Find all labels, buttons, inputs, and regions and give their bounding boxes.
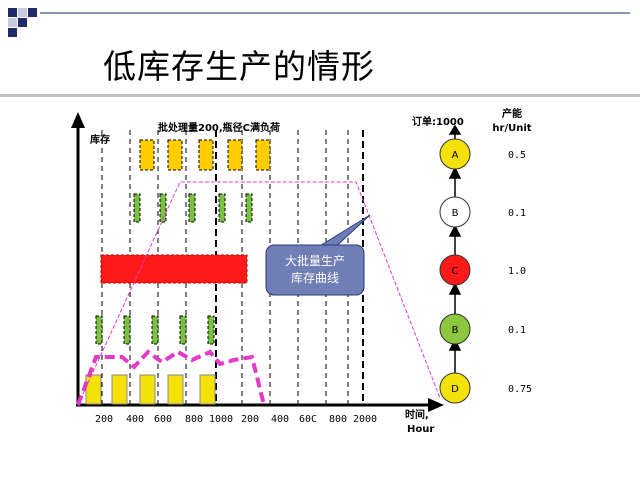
y-axis-label: 库存 [90,133,110,146]
station-b-lower-batches [95,315,215,345]
flow-arrows [448,124,462,373]
y-axis-arrow [71,112,85,128]
mass-production-curve [77,181,441,406]
node-b-upper [439,196,471,228]
x-unit-label: 时间, [405,408,429,421]
x-tick-label: 200 [241,414,259,425]
slide-title: 低库存生产的情形 [103,47,375,86]
capacity-values: 0.5 0.1 1.0 0.1 0.75 [508,150,532,395]
process-nodes: A B C B D [439,138,471,404]
low-inventory-curve [76,349,266,406]
node-d-letter: D [451,384,459,395]
x-unit-label-hour: Hour [407,424,434,435]
callout-line-1: 大批量生产 [285,253,345,268]
callout-bubble [265,214,371,296]
station-d-batches [85,374,216,405]
node-c-letter: C [452,266,459,277]
node-a-letter: A [452,150,459,161]
station-b-upper-batches [133,193,253,223]
capacity-d: 0.75 [508,384,532,395]
x-tick-label: 1000 [209,414,233,425]
title-divider [0,94,640,97]
x-axis-arrow [428,398,444,412]
station-a-batches [139,139,271,171]
order-label: 订单:1000 [412,115,464,128]
chart-header: 批处理量200,瓶径C满负荷 [158,121,280,134]
capacity-b-upper: 0.1 [508,208,526,219]
x-tick-label: 200 [95,414,113,425]
capacity-c: 1.0 [508,266,526,277]
node-b-lower-letter: B [452,325,459,336]
x-tick-label: 60C [299,414,317,425]
corner-decoration [8,8,630,37]
x-tick-label: 400 [126,414,144,425]
x-tick-label: 400 [271,414,289,425]
capacity-b-lower: 0.1 [508,325,526,336]
x-tick-label: 2000 [353,414,377,425]
x-tick-label: 800 [185,414,203,425]
node-a [439,138,471,170]
callout-line-2: 库存曲线 [291,270,339,285]
node-b-upper-letter: B [452,208,459,219]
bottleneck-c-bar [100,254,248,284]
capacity-header: 产能 [502,107,522,120]
x-tick-label: 800 [329,414,347,425]
capacity-header-unit: hr/Unit [492,123,531,134]
node-d [439,372,471,404]
node-c [439,254,471,286]
x-tick-labels: 200 400 600 800 1000 200 400 60C 800 200… [95,414,377,425]
capacity-a: 0.5 [508,150,526,161]
x-tick-label: 600 [154,414,172,425]
node-b-lower [439,313,471,345]
